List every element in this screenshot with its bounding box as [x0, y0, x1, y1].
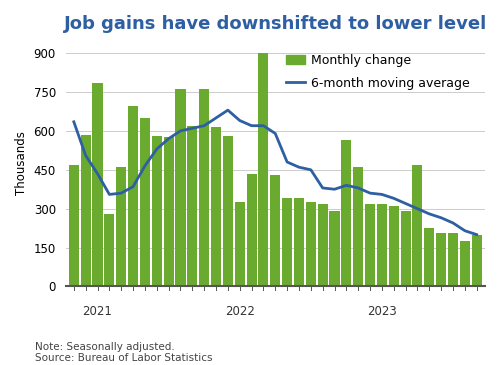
Bar [448, 233, 458, 287]
Bar [116, 167, 126, 287]
Bar [258, 53, 268, 287]
Bar [223, 136, 233, 287]
Bar [152, 136, 162, 287]
Bar [80, 135, 90, 287]
Text: 2023: 2023 [367, 305, 397, 318]
Bar [400, 211, 410, 287]
Text: Note: Seasonally adjusted.
Source: Bureau of Labor Statistics: Note: Seasonally adjusted. Source: Burea… [35, 342, 212, 363]
Bar [388, 206, 399, 287]
Bar [472, 235, 482, 287]
Bar [176, 89, 186, 287]
Bar [92, 83, 102, 287]
Text: 2021: 2021 [82, 305, 112, 318]
Bar [282, 198, 292, 287]
Bar [199, 89, 209, 287]
Title: Job gains have downshifted to lower level: Job gains have downshifted to lower leve… [64, 15, 487, 33]
Bar [342, 140, 351, 287]
Bar [330, 211, 340, 287]
Y-axis label: Thousands: Thousands [15, 131, 28, 195]
Bar [294, 198, 304, 287]
Bar [436, 233, 446, 287]
Bar [377, 204, 387, 287]
Bar [318, 204, 328, 287]
Bar [188, 126, 198, 287]
Bar [234, 202, 245, 287]
Text: 2022: 2022 [225, 305, 254, 318]
Bar [412, 165, 422, 287]
Bar [69, 165, 79, 287]
Legend: Monthly change, 6-month moving average: Monthly change, 6-month moving average [281, 49, 474, 95]
Bar [306, 202, 316, 287]
Bar [246, 174, 256, 287]
Bar [140, 118, 150, 287]
Bar [104, 214, 115, 287]
Bar [211, 127, 221, 287]
Bar [353, 167, 363, 287]
Bar [270, 175, 280, 287]
Bar [164, 137, 173, 287]
Bar [424, 228, 434, 287]
Bar [128, 106, 138, 287]
Bar [460, 241, 470, 287]
Bar [365, 204, 375, 287]
